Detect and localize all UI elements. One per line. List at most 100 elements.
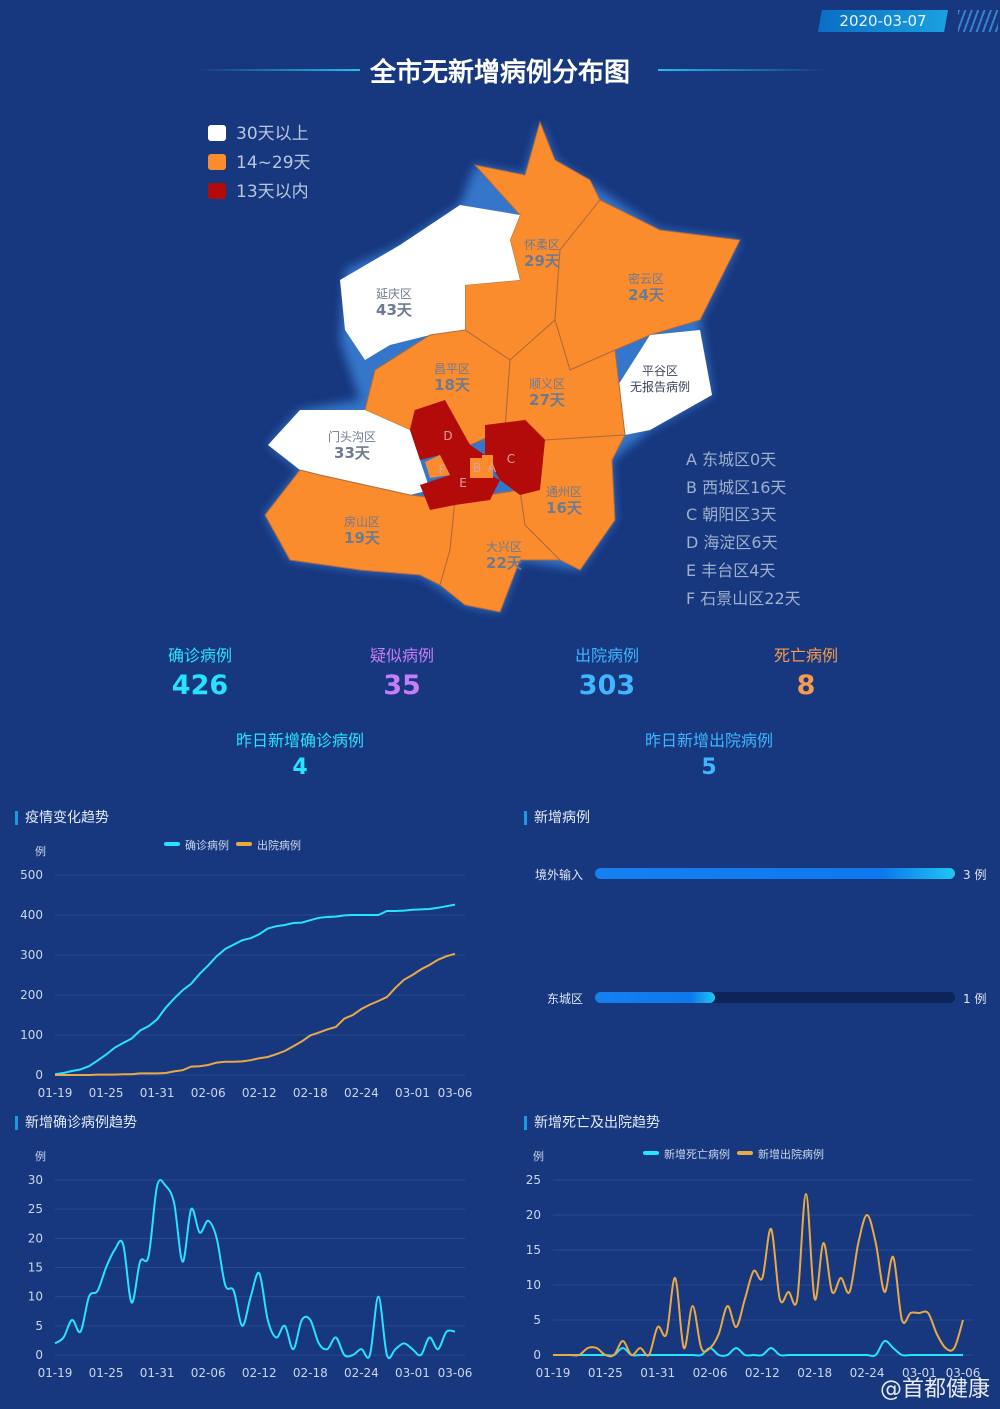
key-item: A 东城区0天 bbox=[686, 450, 777, 469]
legend-item: 14~29天 bbox=[208, 148, 311, 173]
y-tick-label: 5 bbox=[35, 1319, 43, 1333]
district-xicheng bbox=[470, 458, 482, 478]
title-divider-left bbox=[195, 69, 360, 71]
district-haidian bbox=[410, 400, 485, 475]
x-tick-label: 01-25 bbox=[89, 1086, 124, 1100]
key-item: D 海淀区6天 bbox=[686, 533, 778, 553]
y-tick-label: 15 bbox=[28, 1261, 43, 1275]
y-tick-label: 20 bbox=[28, 1231, 43, 1245]
chart-deaths-discharged: 例 0 5 10 15 20 25 01-19 01-25 01-31 02-06 02-12 02-1… bbox=[526, 1149, 981, 1380]
section-title-deaths-discharged: 新增死亡及出院趋势 bbox=[524, 1116, 660, 1130]
stat-confirmed: 确诊病例 426 bbox=[167, 646, 233, 701]
section-title-trend: 疫情变化趋势 bbox=[15, 811, 109, 825]
district-tongzhou bbox=[519, 434, 626, 571]
legend-swatch-orange bbox=[208, 154, 226, 170]
y-tick-label: 25 bbox=[28, 1202, 43, 1216]
x-tick-label: 02-12 bbox=[242, 1366, 277, 1380]
y-tick-label: 15 bbox=[526, 1243, 541, 1257]
x-tick-label: 02-18 bbox=[797, 1366, 832, 1380]
district-label-miyun: 密云区 24天 bbox=[627, 272, 665, 304]
district-label-fangshan: 房山区 19天 bbox=[343, 515, 381, 547]
chart3-legend: 新增死亡病例 新增出院病例 bbox=[643, 1146, 824, 1162]
y-tick-label: 200 bbox=[20, 988, 43, 1002]
district-yanqing bbox=[340, 205, 520, 360]
y-tick-label: 5 bbox=[533, 1313, 541, 1327]
x-tick-label: 02-18 bbox=[293, 1366, 328, 1380]
district-label-huairou: 怀柔区 29天 bbox=[523, 238, 561, 270]
x-tick-label: 03-06 bbox=[946, 1366, 981, 1380]
map-letter-f: F bbox=[438, 463, 446, 477]
section-title-new-confirmed: 新增确诊病例趋势 bbox=[15, 1116, 137, 1130]
x-tick-label: 02-24 bbox=[344, 1366, 379, 1380]
y-tick-label: 100 bbox=[20, 1028, 43, 1042]
y-tick-label: 300 bbox=[20, 948, 43, 962]
y-tick-label: 400 bbox=[20, 908, 43, 922]
stat-new-discharged: 昨日新增出院病例 5 bbox=[644, 731, 774, 780]
x-tick-label: 01-25 bbox=[588, 1366, 623, 1380]
map-letter-d: D bbox=[443, 429, 453, 443]
x-tick-label: 02-06 bbox=[191, 1366, 226, 1380]
district-label-pinggu: 平谷区 无报告病例 bbox=[629, 364, 691, 394]
stat-suspected: 疑似病例 35 bbox=[369, 646, 435, 701]
y-tick-label: 10 bbox=[28, 1290, 43, 1304]
y-axis-unit: 例 bbox=[533, 1149, 544, 1163]
series-line-新增死亡病例 bbox=[552, 1339, 963, 1358]
x-tick-label: 03-06 bbox=[438, 1366, 473, 1380]
watermark: @首都健康 bbox=[879, 1377, 990, 1402]
chart-new-confirmed: 例 0 5 10 15 20 25 30 01-19 01-25 01-31 02-06 02-12 02… bbox=[28, 1149, 473, 1380]
legend-item: 30天以上 bbox=[208, 119, 309, 144]
x-tick-label: 02-12 bbox=[745, 1366, 780, 1380]
y-tick-label: 25 bbox=[526, 1173, 541, 1187]
y-tick-label: 0 bbox=[533, 1348, 541, 1362]
district-fengtai bbox=[420, 470, 500, 510]
bar-value: 3 例 bbox=[963, 868, 987, 882]
legend-item: 13天以内 bbox=[208, 177, 309, 202]
district-miyun bbox=[554, 199, 741, 371]
bar-track bbox=[595, 992, 955, 1003]
series-line-出院病例 bbox=[55, 952, 456, 1076]
x-tick-label: 01-25 bbox=[89, 1366, 124, 1380]
legend-swatch-white bbox=[208, 125, 226, 141]
y-tick-label: 0 bbox=[35, 1068, 43, 1082]
series-line-确诊病例 bbox=[54, 903, 456, 1076]
x-tick-label: 02-06 bbox=[191, 1086, 226, 1100]
x-tick-label: 01-19 bbox=[38, 1086, 73, 1100]
stat-discharged: 出院病例 303 bbox=[574, 646, 640, 701]
y-tick-label: 0 bbox=[35, 1348, 43, 1362]
beijing-map bbox=[264, 120, 741, 613]
key-item: C 朝阳区3天 bbox=[686, 505, 777, 525]
bar-track bbox=[595, 868, 955, 879]
legend-swatch-red bbox=[208, 183, 226, 199]
legend-label: 30天以上 bbox=[236, 124, 309, 144]
x-tick-label: 01-31 bbox=[640, 1366, 675, 1380]
district-key: A 东城区0天 B 西城区16天 C 朝阳区3天 D 海淀区6天 E 丰台区4天 F 石景… bbox=[686, 446, 801, 612]
x-tick-label: 01-31 bbox=[140, 1366, 175, 1380]
bar-fill-imported bbox=[595, 868, 955, 879]
district-pinggu bbox=[615, 330, 712, 435]
x-tick-label: 02-06 bbox=[693, 1366, 728, 1380]
decorative-stripes bbox=[958, 10, 998, 32]
series-line-新增出院病例 bbox=[552, 1192, 964, 1358]
y-axis-unit: 例 bbox=[35, 1149, 46, 1163]
date-badge: 2020-03-07 bbox=[818, 10, 948, 32]
x-tick-label: 03-01 bbox=[902, 1366, 937, 1380]
district-shijingshan bbox=[425, 455, 450, 478]
district-label-changping: 昌平区 18天 bbox=[433, 362, 471, 394]
x-tick-label: 02-24 bbox=[344, 1086, 379, 1100]
y-tick-label: 500 bbox=[20, 868, 43, 882]
map-letter-e: E bbox=[459, 476, 467, 490]
page-title: 全市无新增病例分布图 bbox=[369, 58, 630, 88]
y-tick-label: 10 bbox=[526, 1278, 541, 1292]
x-tick-label: 01-31 bbox=[140, 1086, 175, 1100]
bar-fill-dongcheng bbox=[595, 992, 715, 1003]
chart-cumulative-trend: 例 0 100 200 300 400 500 01-19 01-25 01-31 02-06 02-… bbox=[20, 844, 473, 1100]
x-tick-label: 03-06 bbox=[438, 1086, 473, 1100]
x-tick-label: 03-01 bbox=[395, 1366, 430, 1380]
series-line-新增确诊病例 bbox=[54, 1178, 456, 1360]
key-item: E 丰台区4天 bbox=[686, 560, 776, 580]
map-letter-c: C bbox=[506, 452, 516, 466]
district-chaoyang bbox=[485, 420, 545, 495]
legend-label: 13天以内 bbox=[236, 182, 309, 202]
y-tick-label: 20 bbox=[526, 1208, 541, 1222]
district-label-mentougou: 门头沟区 33天 bbox=[327, 430, 377, 462]
